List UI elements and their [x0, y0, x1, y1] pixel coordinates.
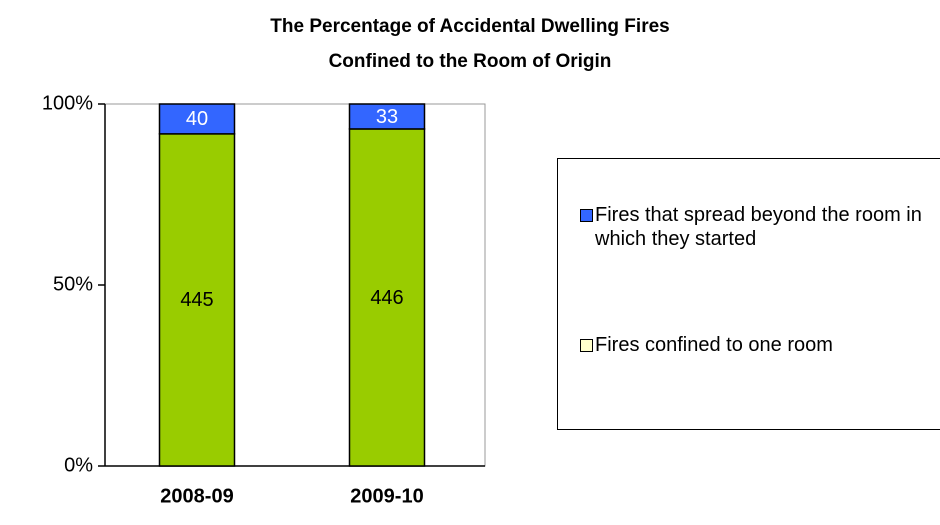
chart-title: The Percentage of Accidental Dwelling Fi…	[270, 16, 669, 37]
x-tick-label: 2008-09	[160, 485, 233, 507]
data-label: 33	[376, 106, 398, 128]
legend-label: Fires that spread beyond the room in whi…	[595, 204, 922, 250]
bar-segment	[348, 103, 426, 130]
legend-swatch	[580, 339, 593, 352]
data-label: 446	[370, 287, 403, 309]
data-label: 40	[186, 108, 208, 130]
x-tick-label: 2009-10	[350, 485, 423, 507]
legend-label: Fires confined to one room	[595, 334, 833, 356]
legend-entry: Fires that spread beyond the room in whi…	[580, 203, 925, 251]
legend-entry: Fires confined to one room	[580, 333, 925, 357]
bar-segment	[348, 128, 426, 467]
y-tick-label: 50%	[53, 273, 93, 295]
legend-swatch	[580, 209, 593, 222]
data-label: 445	[180, 289, 213, 311]
y-tick-label: 0%	[64, 454, 93, 476]
y-tick-label: 100%	[42, 92, 93, 114]
bar-segment	[158, 103, 236, 135]
chart-title: Confined to the Room of Origin	[329, 51, 612, 72]
legend: Fires that spread beyond the room in whi…	[557, 158, 940, 430]
